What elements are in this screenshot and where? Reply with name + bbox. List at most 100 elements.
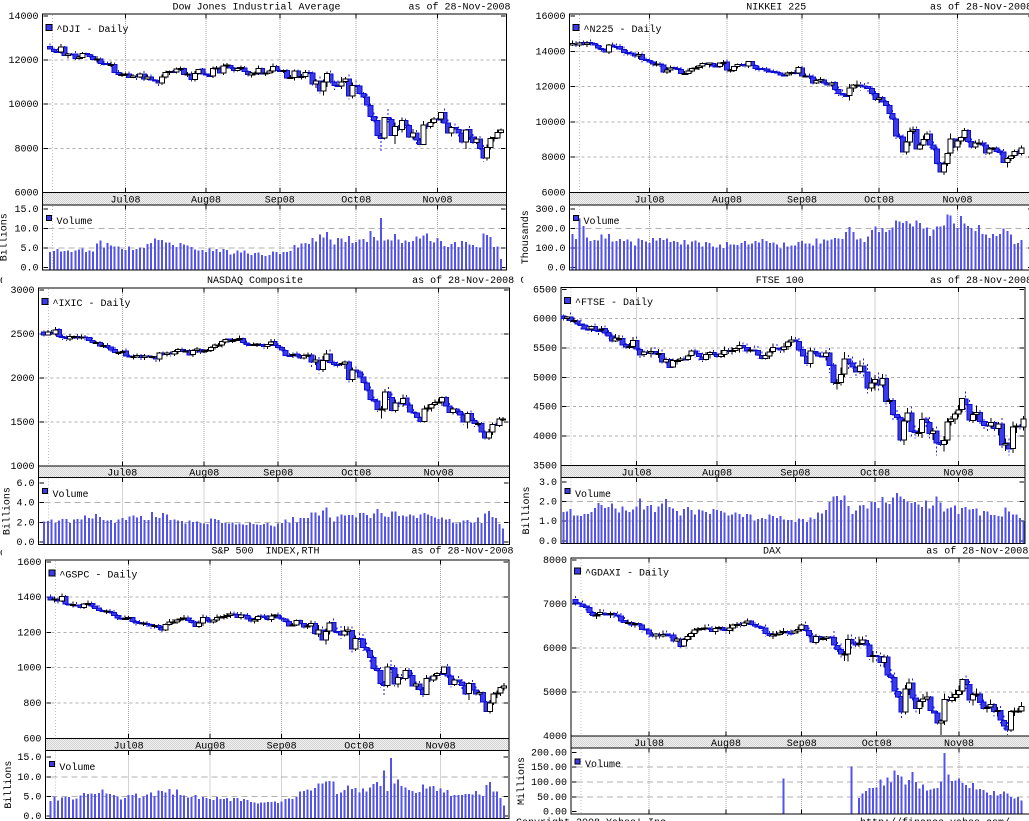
svg-text:Copyright: Copyright xyxy=(521,275,575,287)
svg-text:6000: 6000 xyxy=(541,188,565,199)
svg-text:http://finance.yahoo.com/: http://finance.yahoo.com/ xyxy=(860,817,1010,821)
svg-text:Billions: Billions xyxy=(521,486,533,534)
svg-text:Nov08: Nov08 xyxy=(944,739,974,750)
svg-text:8000: 8000 xyxy=(541,153,565,164)
svg-text:C: C xyxy=(0,276,6,287)
svg-text:Jul08: Jul08 xyxy=(110,195,140,207)
svg-text:1.0: 1.0 xyxy=(539,517,557,528)
svg-text:5.0: 5.0 xyxy=(23,792,41,803)
svg-text:1500: 1500 xyxy=(10,418,34,429)
svg-text:as of 28-Nov-2008: as of 28-Nov-2008 xyxy=(926,546,1028,558)
svg-text:^DJI - Daily: ^DJI - Daily xyxy=(57,24,129,36)
svg-text:10000: 10000 xyxy=(535,118,565,129)
svg-text:NASDAQ Composite: NASDAQ Composite xyxy=(207,275,303,287)
svg-text:6000: 6000 xyxy=(533,315,557,326)
svg-text:10.0: 10.0 xyxy=(17,773,41,784)
svg-text:0.0: 0.0 xyxy=(20,263,38,274)
svg-text:Oct08: Oct08 xyxy=(341,469,371,480)
svg-text:3500: 3500 xyxy=(533,461,557,472)
svg-text:Aug08: Aug08 xyxy=(702,469,732,480)
svg-text:Copyright 2008 Yahoo! Inc.: Copyright 2008 Yahoo! Inc. xyxy=(516,817,672,821)
svg-text:Nov08: Nov08 xyxy=(943,469,973,480)
svg-text:2.0: 2.0 xyxy=(539,498,557,509)
svg-text:16000: 16000 xyxy=(535,12,565,23)
svg-text:Billions: Billions xyxy=(0,213,11,261)
svg-text:1000: 1000 xyxy=(10,462,34,473)
svg-text:Billions: Billions xyxy=(2,487,14,535)
svg-text:100.0: 100.0 xyxy=(535,244,565,255)
svg-text:1400: 1400 xyxy=(17,593,41,604)
svg-text:Sep08: Sep08 xyxy=(787,739,817,750)
svg-text:Aug08: Aug08 xyxy=(712,196,742,207)
svg-text:as of 28-Nov-2008: as of 28-Nov-2008 xyxy=(930,2,1029,14)
svg-text:0.0: 0.0 xyxy=(547,263,565,274)
svg-text:^FTSE - Daily: ^FTSE - Daily xyxy=(575,297,653,309)
svg-text:14000: 14000 xyxy=(8,12,38,23)
svg-text:C: C xyxy=(0,549,6,560)
svg-text:6000: 6000 xyxy=(14,188,38,199)
svg-text:Volume: Volume xyxy=(57,216,93,228)
svg-text:Sep08: Sep08 xyxy=(265,196,295,207)
svg-text:50.00: 50.00 xyxy=(537,793,567,804)
svg-text:Nov08: Nov08 xyxy=(942,196,972,207)
svg-text:4000: 4000 xyxy=(543,732,567,743)
svg-text:Oct08: Oct08 xyxy=(341,196,371,207)
svg-text:12000: 12000 xyxy=(8,56,38,67)
svg-text:as of 28-Nov-2008: as of 28-Nov-2008 xyxy=(930,275,1029,287)
svg-text:Jul08: Jul08 xyxy=(621,468,651,480)
svg-text:600: 600 xyxy=(23,734,41,745)
svg-text:150.00: 150.00 xyxy=(531,763,567,774)
svg-text:S&P 500 INDEX,RTH: S&P 500 INDEX,RTH xyxy=(211,547,319,558)
svg-text:Millions: Millions xyxy=(516,757,528,805)
svg-text:Oct08: Oct08 xyxy=(344,742,374,753)
svg-text:^GSPC - Daily: ^GSPC - Daily xyxy=(59,570,137,582)
svg-text:Oct08: Oct08 xyxy=(862,739,892,750)
svg-text:10000: 10000 xyxy=(8,100,38,111)
svg-text:3000: 3000 xyxy=(10,286,34,297)
svg-text:15.0: 15.0 xyxy=(17,753,41,764)
svg-text:2000: 2000 xyxy=(10,374,34,385)
svg-text:DAX: DAX xyxy=(763,547,781,558)
svg-text:6000: 6000 xyxy=(543,644,567,655)
svg-text:0.0: 0.0 xyxy=(539,537,557,548)
svg-text:0.0: 0.0 xyxy=(16,538,34,549)
svg-text:Aug08: Aug08 xyxy=(195,742,225,753)
svg-text:2.0: 2.0 xyxy=(16,518,34,529)
svg-text:Jul08: Jul08 xyxy=(107,468,137,480)
svg-text:0.0: 0.0 xyxy=(23,812,41,821)
svg-text:6.0: 6.0 xyxy=(16,479,34,490)
svg-text:200.00: 200.00 xyxy=(531,748,567,759)
svg-text:8000: 8000 xyxy=(14,144,38,155)
svg-text:100.00: 100.00 xyxy=(531,778,567,789)
svg-text:Aug08: Aug08 xyxy=(189,469,219,480)
svg-text:Jul08: Jul08 xyxy=(114,741,144,753)
svg-text:as of 28-Nov-2008: as of 28-Nov-2008 xyxy=(412,546,514,558)
svg-text:1200: 1200 xyxy=(17,629,41,640)
svg-text:5000: 5000 xyxy=(543,688,567,699)
svg-text:Sep08: Sep08 xyxy=(787,196,817,207)
svg-text:2500: 2500 xyxy=(10,330,34,341)
svg-text:1000: 1000 xyxy=(17,664,41,675)
svg-text:Volume: Volume xyxy=(585,759,621,771)
svg-text:15.0: 15.0 xyxy=(14,205,38,216)
svg-text:3.0: 3.0 xyxy=(539,478,557,489)
svg-text:Volume: Volume xyxy=(584,216,620,228)
svg-text:7000: 7000 xyxy=(543,600,567,611)
svg-text:Nov08: Nov08 xyxy=(424,469,454,480)
svg-text:Aug08: Aug08 xyxy=(711,739,741,750)
svg-text:5000: 5000 xyxy=(533,373,557,384)
svg-text:Dow Jones Industrial Average: Dow Jones Industrial Average xyxy=(172,2,340,14)
svg-text:12000: 12000 xyxy=(535,83,565,94)
svg-text:4500: 4500 xyxy=(533,403,557,414)
svg-text:Sep08: Sep08 xyxy=(263,469,293,480)
svg-text:Volume: Volume xyxy=(575,489,611,501)
svg-text:Thousands: Thousands xyxy=(520,210,532,264)
svg-text:as of 28-Nov-2008: as of 28-Nov-2008 xyxy=(412,275,514,287)
svg-text:4000: 4000 xyxy=(533,432,557,443)
svg-text:^GDAXI - Daily: ^GDAXI - Daily xyxy=(585,568,669,580)
svg-text:6500: 6500 xyxy=(533,285,557,296)
svg-text:5.0: 5.0 xyxy=(20,244,38,255)
svg-text:800: 800 xyxy=(23,699,41,710)
svg-text:Volume: Volume xyxy=(59,762,95,774)
svg-text:Oct08: Oct08 xyxy=(864,196,894,207)
